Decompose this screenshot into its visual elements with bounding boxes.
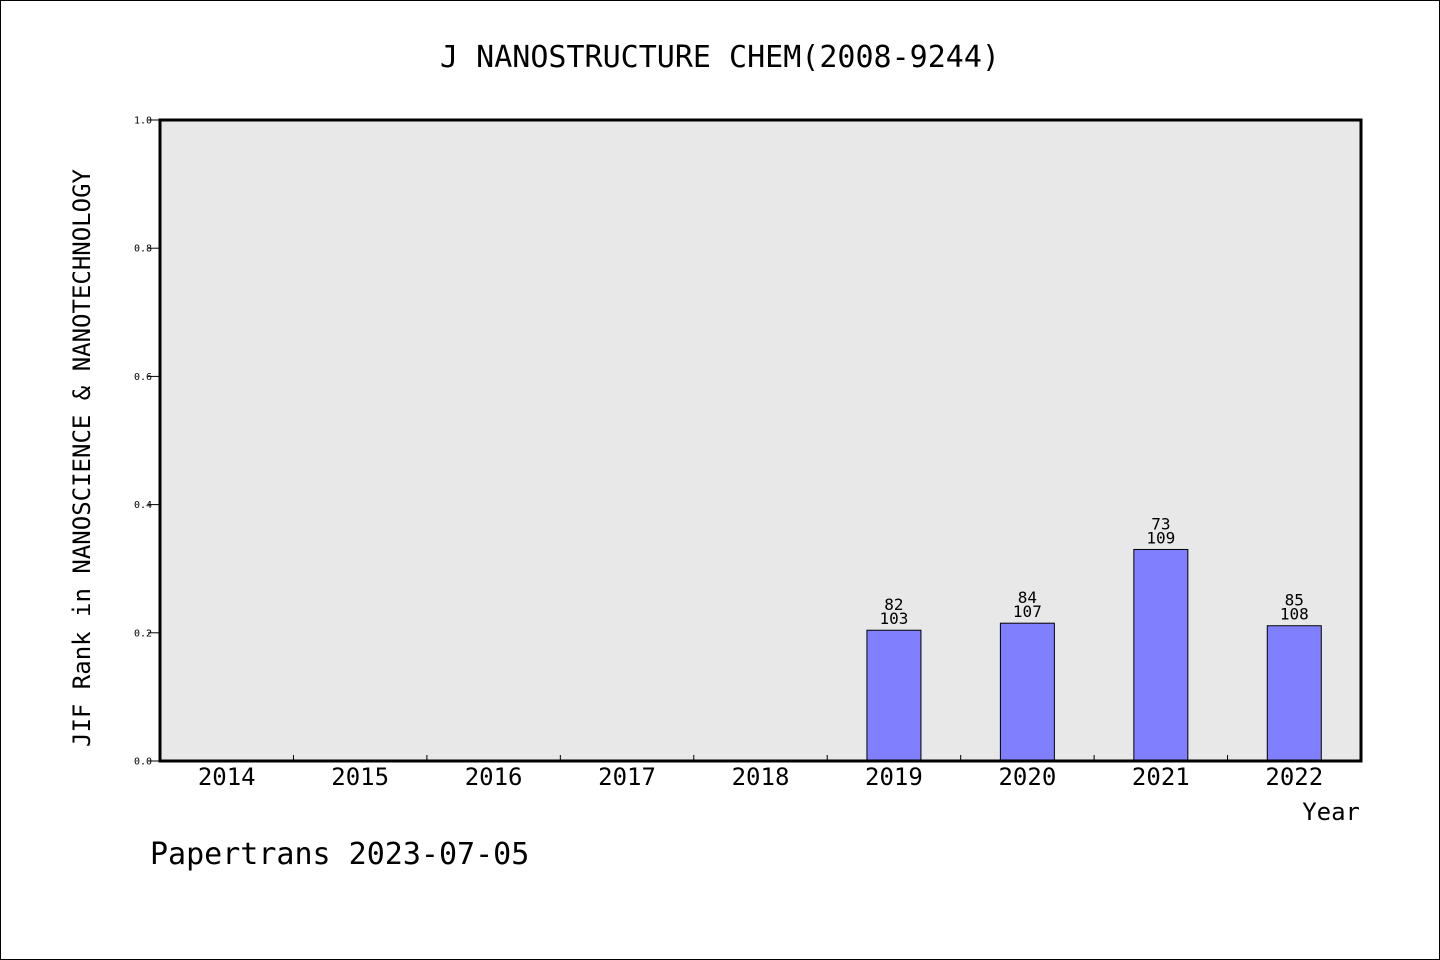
x-tick-label: 2022 xyxy=(1265,763,1323,791)
y-tick-label: 0.6 xyxy=(134,372,152,383)
bar-total-label: 103 xyxy=(879,609,908,628)
bar-2021 xyxy=(1133,548,1189,762)
y-tick-label: 0.0 xyxy=(134,757,152,768)
plot-border xyxy=(158,118,1363,763)
y-tick-label: 0.4 xyxy=(134,500,152,511)
bar-series xyxy=(866,548,1322,762)
x-tick-label: 2017 xyxy=(598,763,656,791)
bar-total-label: 108 xyxy=(1280,605,1309,624)
x-tick-label: 2016 xyxy=(465,763,523,791)
x-tick-label: 2019 xyxy=(865,763,923,791)
bar-total-label: 109 xyxy=(1146,528,1175,547)
bar-total-label: 107 xyxy=(1013,602,1042,621)
y-axis-label: JIF Rank in NANOSCIENCE & NANOTECHNOLOGY xyxy=(68,168,96,747)
bar-rank-label: 82 xyxy=(884,595,903,614)
y-tick-label: 1.0 xyxy=(134,116,152,127)
footer-text: Papertrans 2023-07-05 xyxy=(150,837,529,872)
x-axis-ticks: 2014 2015 2016 2017 2018 2019 2020 2021 2022 xyxy=(198,755,1323,791)
x-tick-label: 2021 xyxy=(1132,763,1190,791)
bar-rank-label: 73 xyxy=(1151,514,1170,533)
y-tick-label: 0.2 xyxy=(134,628,152,639)
y-axis-ticks: 0.0 0.2 0.4 0.6 0.8 1.0 xyxy=(134,116,160,768)
bar-rank-label: 85 xyxy=(1285,591,1304,610)
x-tick-label: 2018 xyxy=(732,763,790,791)
bar-2019 xyxy=(866,629,922,762)
bar-rank-label: 84 xyxy=(1018,588,1037,607)
x-tick-label: 2014 xyxy=(198,763,256,791)
x-tick-label: 2015 xyxy=(331,763,389,791)
chart-title: J NANOSTRUCTURE CHEM(2008-9244) xyxy=(440,40,1000,75)
bar-2022 xyxy=(1266,625,1322,762)
x-tick-label: 2020 xyxy=(998,763,1056,791)
bar-2020 xyxy=(999,622,1055,762)
x-axis-label: Year xyxy=(1302,798,1360,826)
y-tick-label: 0.8 xyxy=(134,244,152,255)
